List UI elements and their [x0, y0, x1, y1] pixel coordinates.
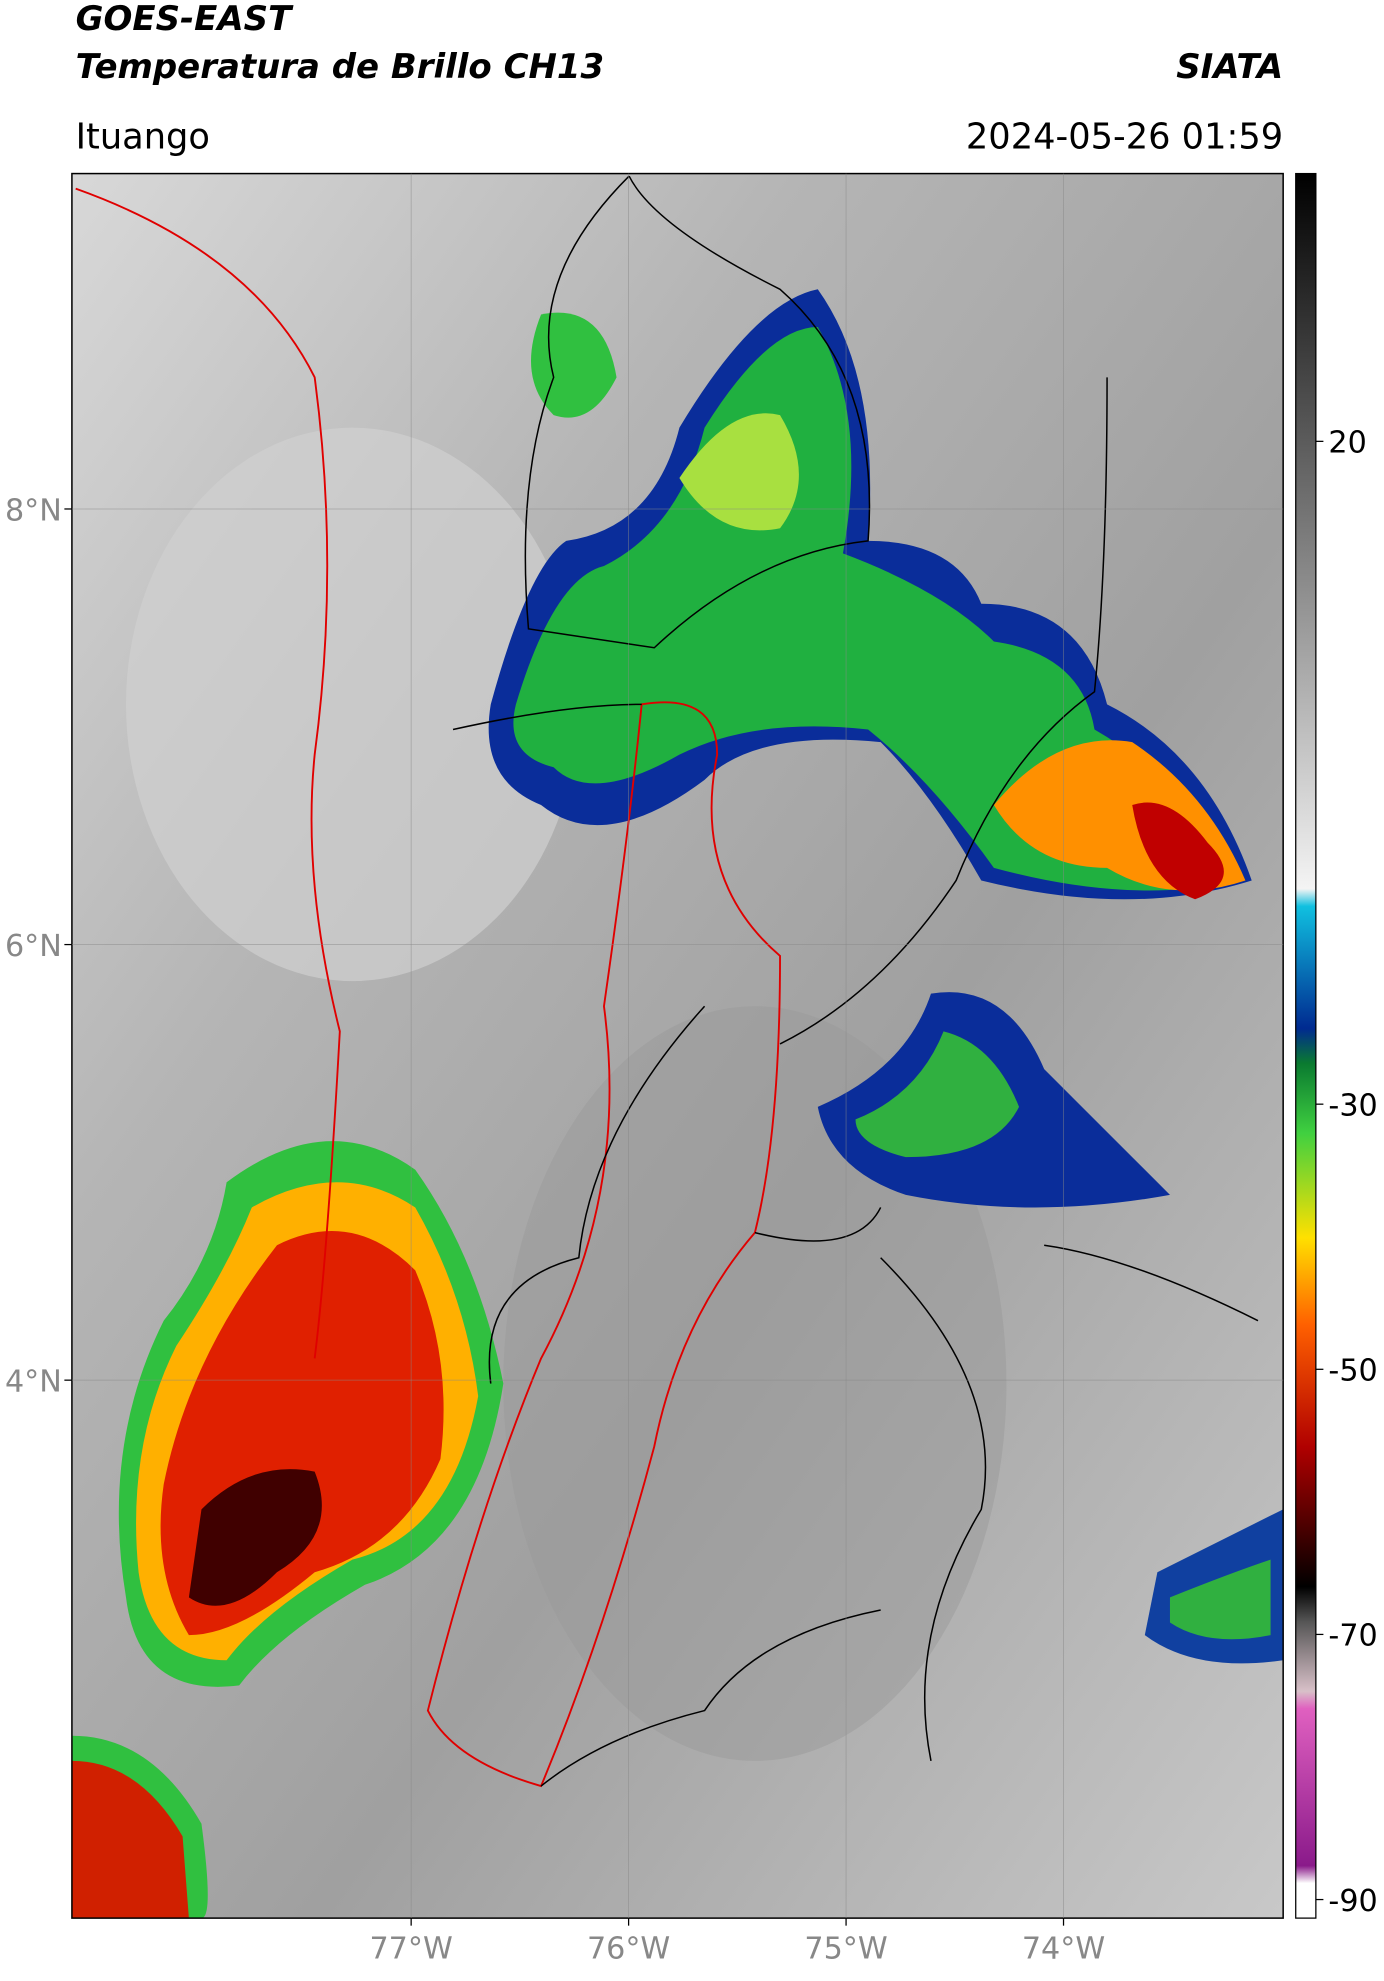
colorbar-tick-label: -90 — [1328, 1884, 1377, 1919]
x-tick-label: 74°W — [1022, 1931, 1105, 1966]
colorbar-tick-label: -30 — [1328, 1088, 1377, 1123]
colorbar-tick-label: 20 — [1328, 426, 1366, 461]
y-tick-label: 6°N — [5, 929, 62, 964]
y-tick-label: 4°N — [5, 1364, 62, 1399]
x-tick-label: 75°W — [804, 1931, 887, 1966]
colorbar — [1295, 172, 1317, 1919]
source: SIATA — [1176, 47, 1283, 87]
y-tick-label: 8°N — [5, 493, 62, 528]
timestamp: 2024-05-26 01:59 — [966, 116, 1283, 157]
x-tick-label: 76°W — [587, 1931, 670, 1966]
map-frame — [71, 172, 1284, 1919]
x-tick-label: 77°W — [369, 1931, 452, 1966]
subtitle: Temperatura de Brillo CH13 — [76, 47, 604, 87]
map-image — [71, 173, 1284, 1919]
location: Ituango — [76, 116, 210, 157]
colorbar-tick-label: -50 — [1328, 1354, 1377, 1389]
colorbar-tick-label: -70 — [1328, 1619, 1377, 1654]
title: GOES-EAST — [76, 0, 294, 39]
